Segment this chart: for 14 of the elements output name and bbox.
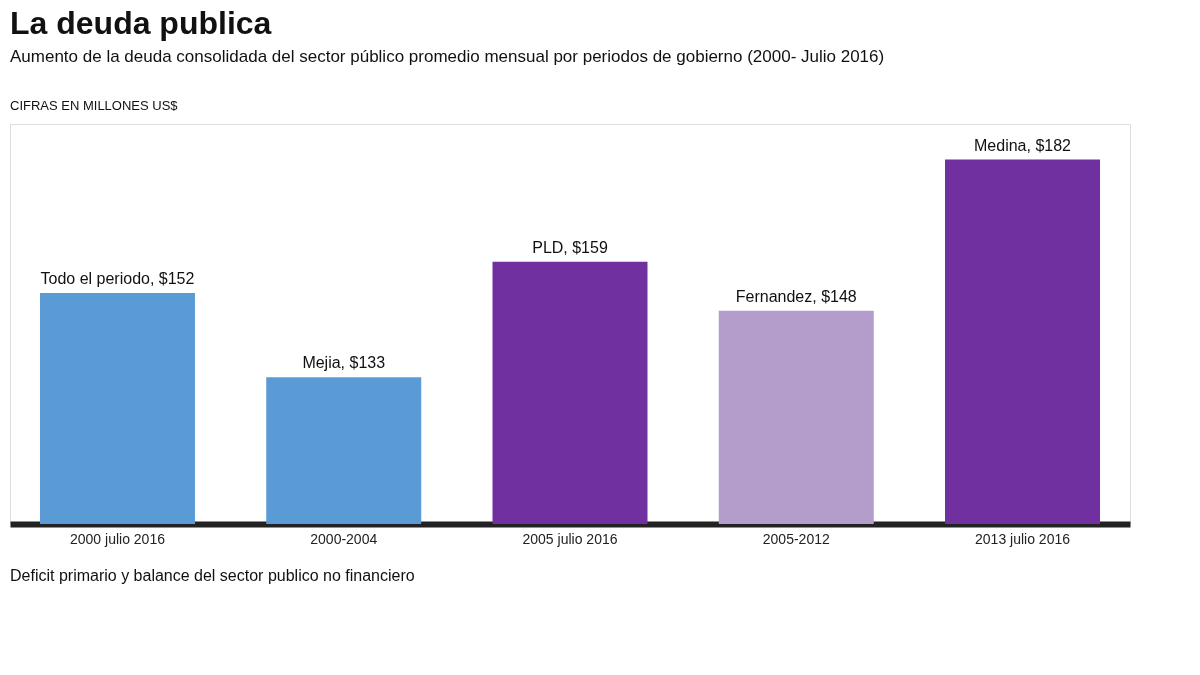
chart-title: La deuda publica bbox=[10, 5, 272, 41]
x-tick-label: 2005-2012 bbox=[762, 530, 830, 547]
x-tick-label: 2000-2004 bbox=[310, 530, 378, 547]
x-tick-label: 2013 julio 2016 bbox=[975, 530, 1071, 547]
data-label: Medina, $182 bbox=[974, 136, 1072, 154]
text: CIFRAS EN MILLONES US$ bbox=[10, 98, 179, 113]
data-label: PLD, $159 bbox=[532, 238, 608, 256]
data-label: Fernandez, $148 bbox=[735, 287, 857, 305]
data-label: Todo el periodo, $152 bbox=[40, 269, 195, 287]
chart-subtitle: Aumento de la deuda consolidada del sector público promedio mensual por periodos de gobierno (2000- Julio 2016) bbox=[10, 47, 885, 66]
data-label: Mejia, $133 bbox=[302, 354, 386, 372]
text: Deficit primario y balance del sector publico no financiero bbox=[10, 567, 415, 584]
x-tick-label: 2005 julio 2016 bbox=[522, 530, 618, 547]
x-tick-label: 2000 julio 2016 bbox=[69, 530, 166, 547]
